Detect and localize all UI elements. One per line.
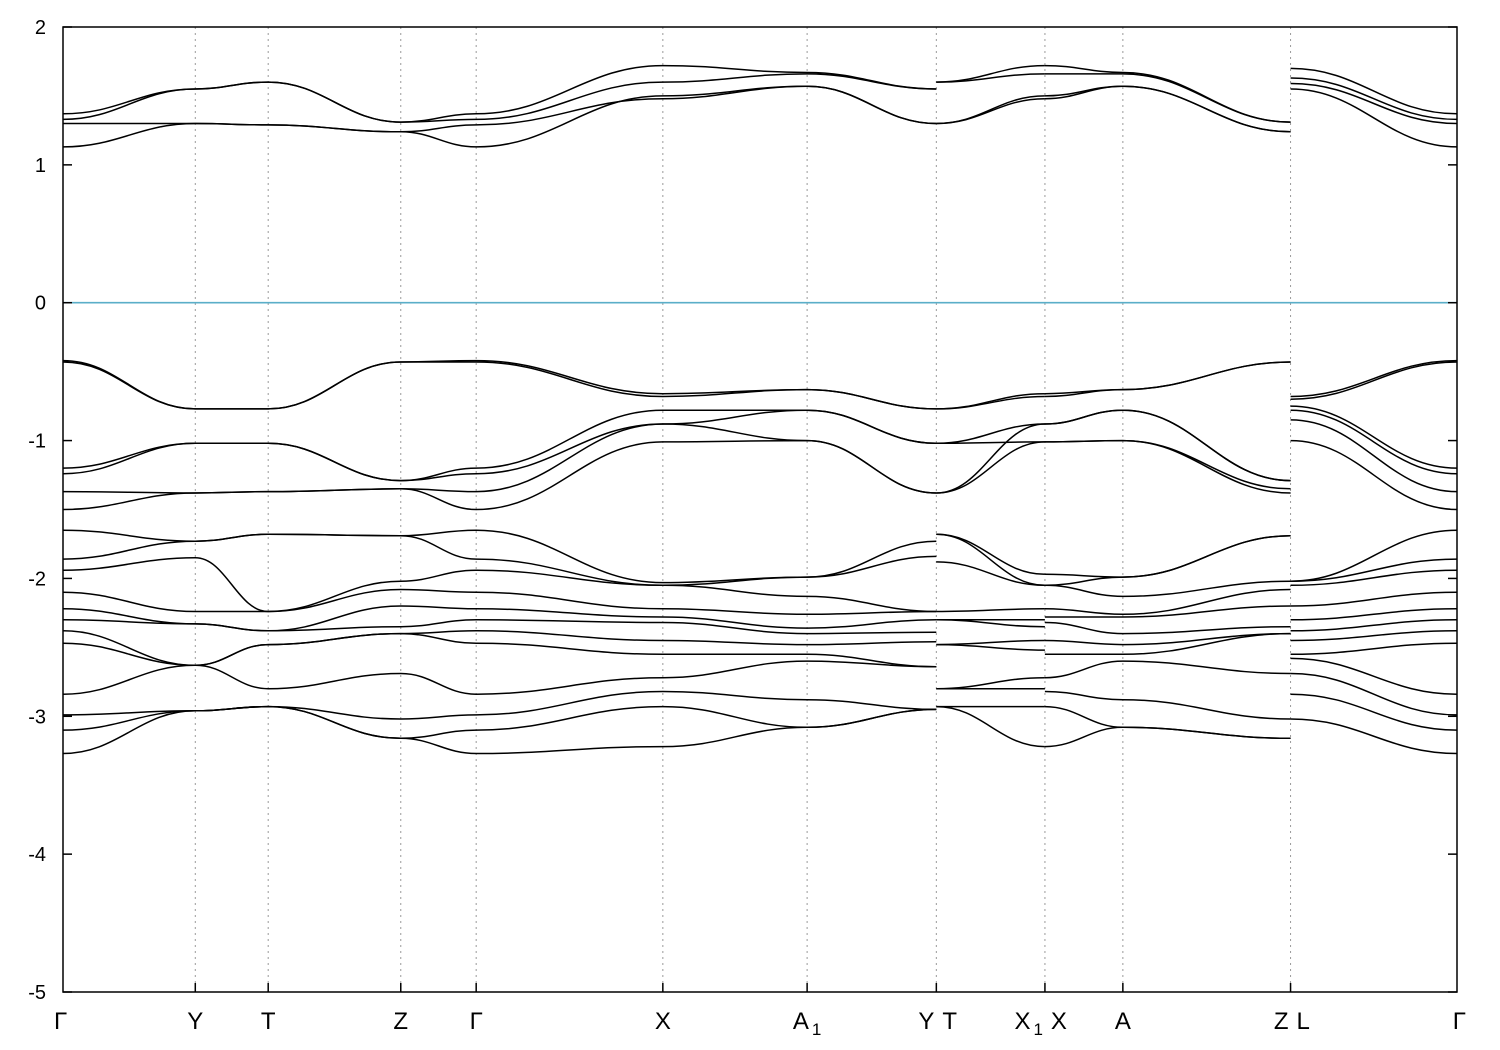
x-tick-label: Y [187,1008,203,1035]
y-tick-label: -2 [28,568,46,590]
x-tick-label: Z [1274,1008,1289,1035]
y-tick-label: -5 [28,982,46,1004]
band-line [1044,690,1291,720]
band-line [1290,439,1458,511]
band-line [936,619,1045,628]
y-axis: 2 1 0 -1 -2 -3 -4 -5 [28,17,1457,1004]
band-line [1290,591,1458,607]
x-tick-label: X [1051,1008,1067,1035]
band-line [1290,569,1458,587]
x-tick-label: Γ [470,1008,483,1035]
band-line [62,409,937,482]
band-line [1044,632,1291,656]
y-tick-label: 2 [35,17,46,39]
x-tick-label: X [655,1008,671,1035]
band-line [62,439,937,511]
band-line [1044,660,1291,679]
band-line [1044,588,1291,616]
band-line [1044,409,1291,482]
band-line [1044,580,1291,598]
band-line [1290,82,1458,125]
band-line [1044,85,1291,133]
band-line [1290,405,1458,469]
band-line [936,608,1045,613]
y-tick-label: 1 [35,155,46,177]
band-line [936,64,1045,83]
band-line [1290,409,1458,475]
band-lines [62,64,1458,755]
band-line [1290,630,1458,642]
band-line [1290,419,1458,493]
y-tick-label: -1 [28,431,46,453]
band-line [1044,439,1291,494]
y-tick-label: -4 [28,844,46,866]
x-tick-label: T [261,1008,276,1035]
band-line [62,619,937,635]
band-line [936,395,1045,410]
band-line [1290,608,1458,621]
x-tick-label: Z [393,1008,408,1035]
band-line [936,705,1045,748]
band-line [62,588,937,616]
band-line [936,423,1045,494]
band-line [1044,621,1291,635]
band-line [1290,619,1458,632]
band-line [936,643,1045,651]
band-line [62,557,937,613]
band-line [1290,361,1458,400]
band-line [936,561,1045,587]
x-tick-label: L [1297,1008,1310,1035]
band-line [936,441,1045,445]
band-line [1290,672,1458,716]
band-line [1290,657,1458,695]
x-tick-label: Γ [1453,1008,1466,1035]
band-line [1290,77,1458,121]
x-tick-label: Γ [54,1008,67,1035]
x-tick-subscript: 1 [1033,1020,1042,1039]
band-line [1290,558,1458,582]
band-line [63,85,937,133]
band-line [1290,359,1458,398]
band-line [936,533,1045,587]
x-tick-label: Y [918,1008,934,1035]
band-line [1290,718,1458,755]
band-line [1044,361,1291,398]
band-line [936,95,1045,125]
grid-lines [194,27,1292,992]
band-line [1290,693,1458,731]
band-line [62,705,937,755]
band-line [1044,534,1291,587]
band-line [1044,605,1291,618]
band-line [1290,529,1458,582]
band-line [1290,88,1458,148]
band-line [62,632,937,668]
band-line [1290,67,1458,115]
band-line [62,533,937,587]
band-line [936,441,1045,494]
band-line [1044,726,1291,748]
y-tick-label: -3 [28,706,46,728]
y-tick-label: 0 [35,293,46,315]
band-line [62,64,937,123]
x-tick-label: T [942,1008,957,1035]
band-line [1044,64,1291,123]
x-tick-label: A [1115,1008,1131,1035]
band-line [1290,642,1458,656]
plot-frame [62,26,1458,993]
band-line [62,660,937,695]
band-line [1044,632,1291,646]
x-tick-subscript: 1 [812,1020,821,1039]
band-line [62,361,937,410]
